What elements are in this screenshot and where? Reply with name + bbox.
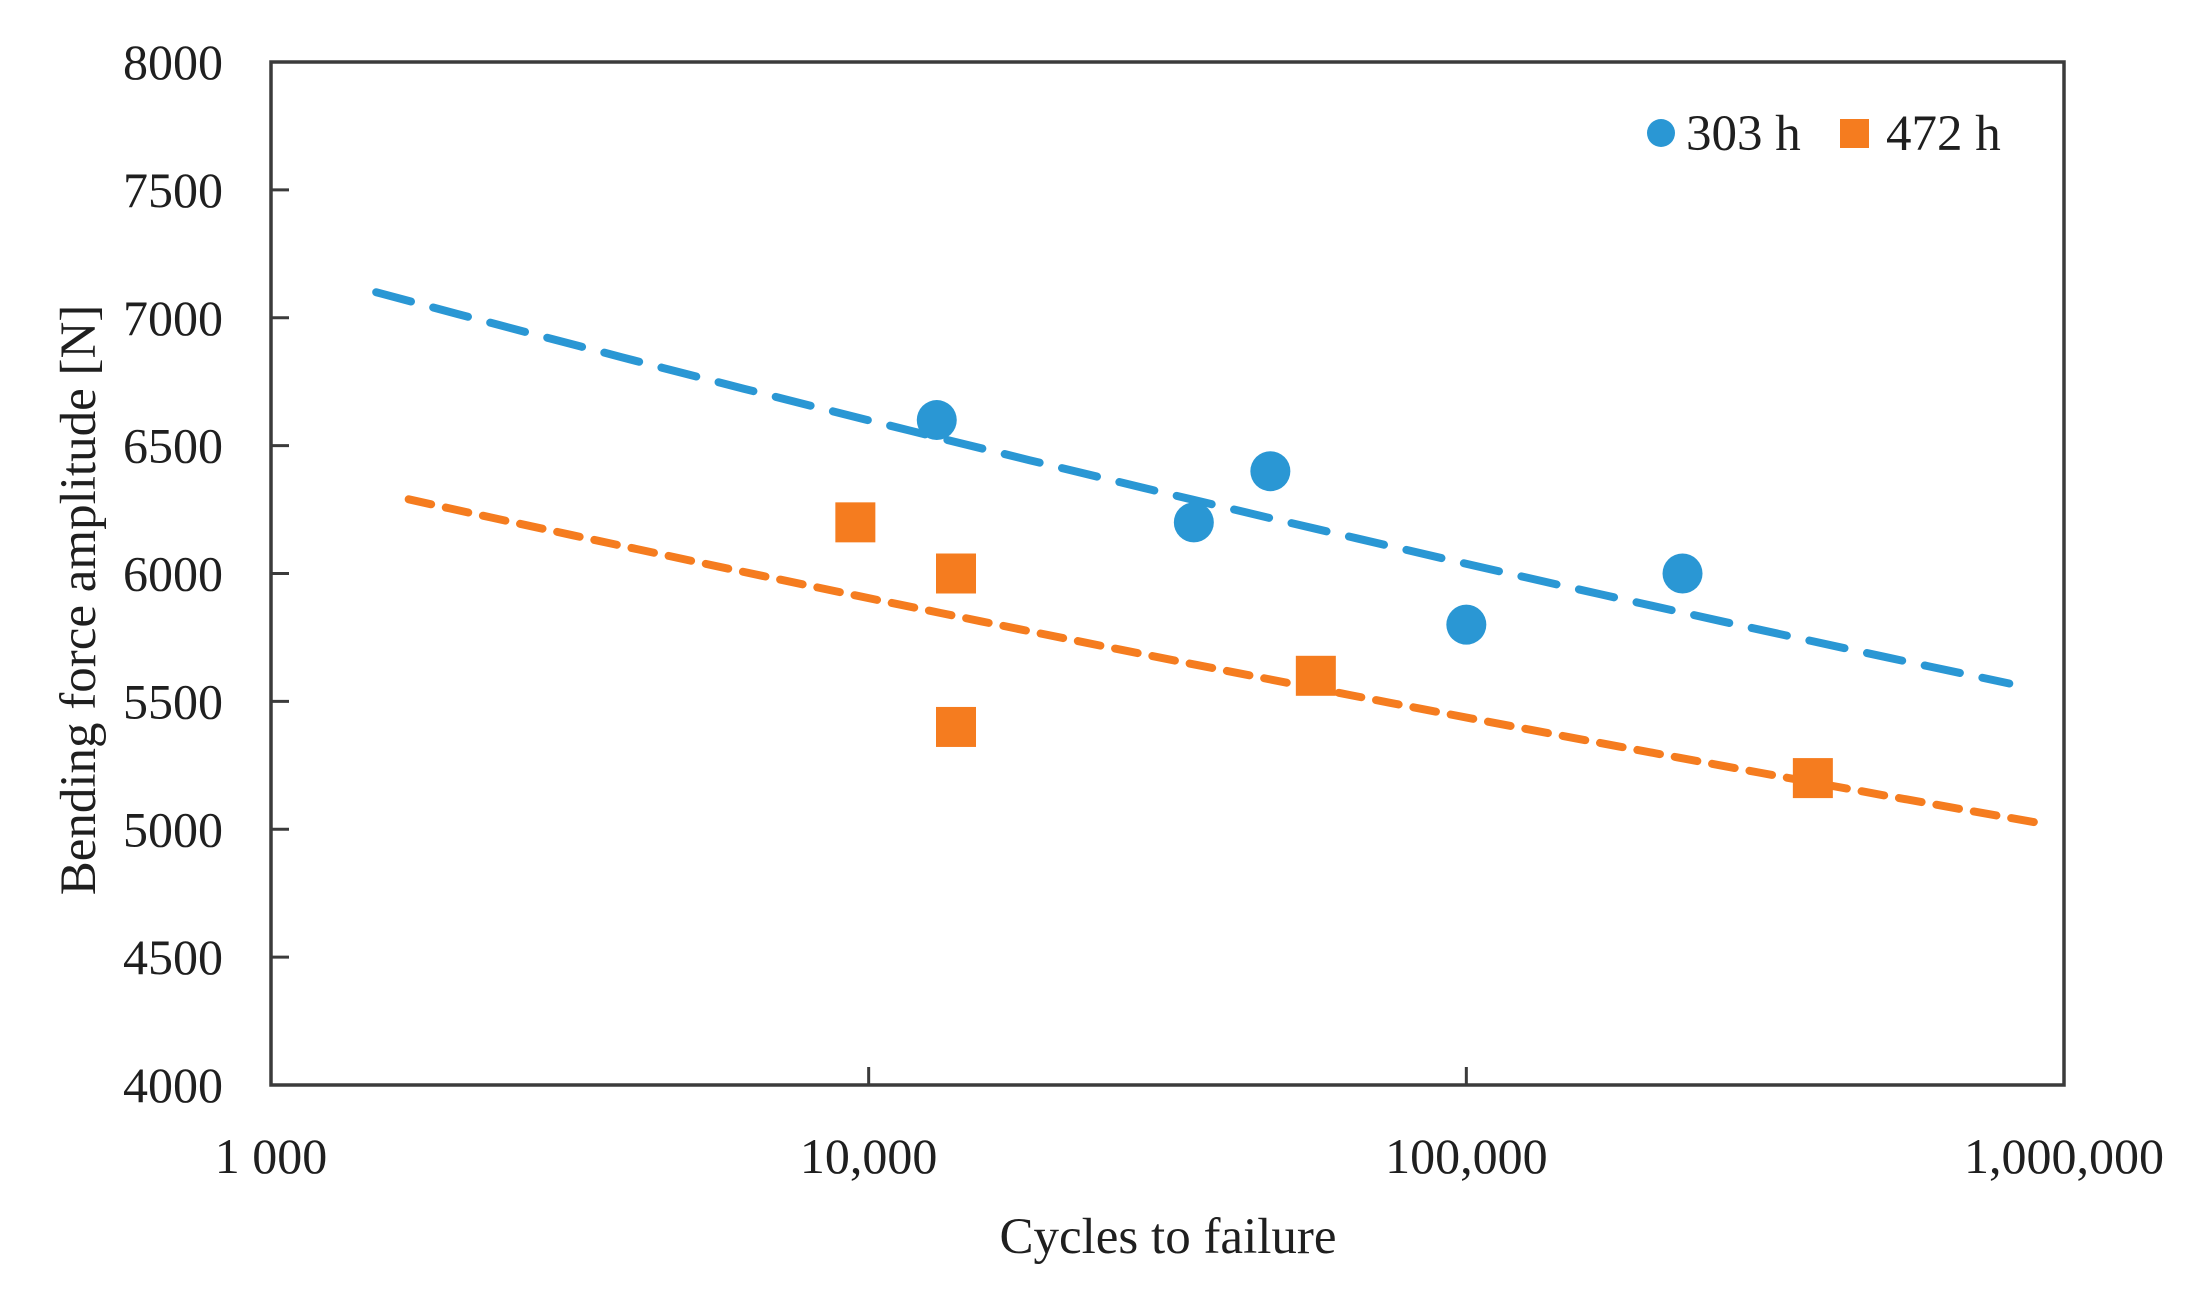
y-tick-label: 5000	[123, 801, 223, 857]
trendline-472h	[404, 495, 2050, 829]
y-tick-label: 8000	[123, 34, 223, 90]
legend-label-303h: 303 h	[1686, 106, 1801, 162]
y-tick-label: 4000	[123, 1057, 223, 1113]
trendline-303h	[372, 288, 2014, 688]
data-point-303h	[916, 400, 957, 441]
legend-marker-square-472h	[1840, 119, 1869, 148]
legend-marker-circle-303h	[1647, 119, 1675, 147]
data-point-303h	[1446, 604, 1487, 645]
x-tick-label: 10,000	[800, 1128, 938, 1184]
data-point-472h	[936, 706, 977, 747]
data-point-303h	[1662, 553, 1703, 594]
legend: 303 h 472 h	[1647, 106, 2001, 162]
data-point-472h	[936, 553, 977, 594]
legend-label-472h: 472 h	[1886, 106, 2001, 162]
trendlines-layer	[372, 288, 2050, 829]
y-axis-ticks: 8000 7500 7000 6500 6000 5500 5000 4500 4000	[123, 34, 289, 1113]
data-point-303h	[1250, 451, 1291, 492]
x-tick-label: 1,000,000	[1964, 1128, 2164, 1184]
data-point-303h	[1173, 502, 1214, 543]
y-tick-label: 4500	[123, 929, 223, 985]
data-point-472h	[1295, 655, 1336, 696]
data-point-472h	[835, 502, 876, 543]
y-tick-label: 6500	[123, 418, 223, 474]
y-axis-title: Bending force amplitude [N]	[51, 305, 107, 896]
plot-area-border	[269, 60, 2066, 1087]
y-tick-label: 7000	[123, 290, 223, 346]
y-tick-label: 6000	[123, 546, 223, 602]
y-tick-label: 7500	[123, 162, 223, 218]
x-axis-title: Cycles to failure	[999, 1209, 1336, 1265]
data-points-layer	[835, 400, 1833, 799]
x-tick-label: 100,000	[1385, 1128, 1548, 1184]
data-point-472h	[1792, 758, 1833, 799]
y-tick-label: 5500	[123, 673, 223, 729]
x-tick-label: 1 000	[215, 1128, 328, 1184]
